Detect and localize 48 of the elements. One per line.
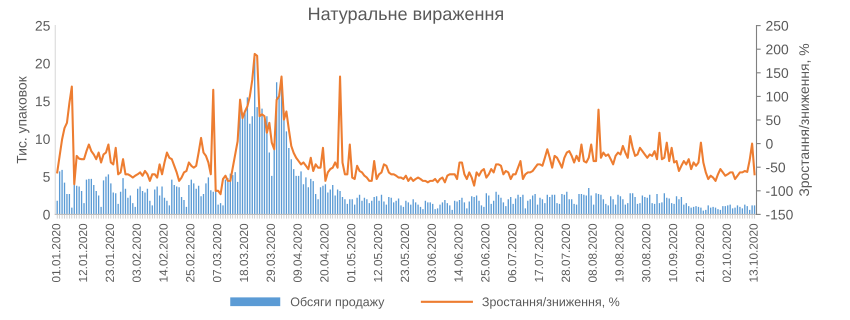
x-tick-label: 23.05.2020 [400, 224, 410, 282]
x-tick-label: 01.01.2020 [52, 224, 60, 282]
x-tick-label: 14.06.2020 [454, 224, 463, 282]
y2-tick-label: 200 [766, 44, 788, 54]
y2-tick-label: 250 [766, 20, 788, 31]
y2-tick-label: 150 [766, 68, 788, 78]
x-tick-label: 06.07.2020 [508, 224, 516, 282]
y2-tick-label: 100 [766, 92, 788, 102]
y-tick-label: 20 [36, 58, 50, 69]
x-tick-label: 17.07.2020 [534, 224, 544, 282]
x-tick-label: 03.02.2020 [132, 224, 141, 282]
x-tick-label: 03.06.2020 [428, 224, 436, 282]
x-tick-label: 02.10.2020 [722, 224, 731, 282]
x-tick-label: 23.01.2020 [106, 224, 114, 282]
y-axis-title: Тис. упаковок [16, 76, 30, 164]
y-tick-label: 10 [36, 134, 50, 144]
y2-axis-title: Зростання/зниження, % [798, 44, 812, 196]
x-tick-label: 29.03.2020 [266, 224, 275, 282]
y2-tick-label: 50 [766, 115, 780, 126]
y2-tick-label: -100 [766, 186, 793, 196]
x-tick-label: 25.06.2020 [481, 224, 490, 282]
x-tick-label: 08.08.2020 [588, 224, 597, 282]
x-tick-label: 25.02.2020 [186, 224, 194, 282]
x-tick-label: 10.09.2020 [668, 224, 678, 282]
x-tick-label: 20.04.2020 [320, 224, 329, 282]
y2-tick-label: 0 [766, 138, 773, 149]
x-tick-label: 19.08.2020 [615, 224, 624, 282]
y-tick-label: 0 [43, 210, 50, 220]
x-tick-label: 21.09.2020 [696, 224, 704, 282]
y-tick-label: 5 [43, 172, 50, 182]
chart-title: Натуральне вираження [309, 8, 503, 24]
x-tick-label: 13.10.2020 [749, 224, 758, 282]
x-tick-label: 09.04.2020 [293, 224, 302, 282]
y-tick-label: 15 [36, 96, 50, 106]
y2-tick-label: -150 [766, 210, 793, 220]
x-tick-label: 12.01.2020 [78, 224, 88, 282]
x-tick-label: 01.05.2020 [347, 224, 356, 282]
x-tick-label: 28.07.2020 [562, 224, 570, 282]
x-tick-label: 18.03.2020 [240, 224, 248, 282]
y2-tick-label: -50 [766, 162, 786, 172]
legend-label: Обсяги продажу [290, 296, 384, 309]
line-series [56, 52, 756, 196]
x-tick-label: 07.03.2020 [212, 224, 222, 282]
x-tick-label: 14.02.2020 [159, 224, 168, 282]
x-tick-label: 30.08.2020 [642, 224, 650, 282]
legend-label: Зростання/зниження, % [482, 297, 620, 309]
y-tick-label: 25 [36, 20, 50, 31]
x-tick-label: 12.05.2020 [374, 224, 382, 282]
